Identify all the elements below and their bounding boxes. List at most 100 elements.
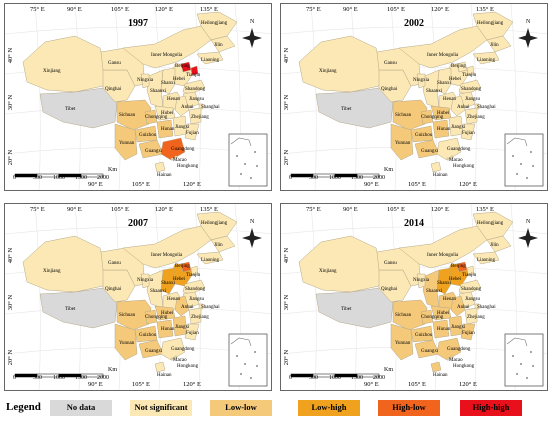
- province-label: Yunnan: [119, 141, 135, 146]
- province-hainan: [154, 161, 166, 173]
- scale-tick: 1500: [351, 375, 363, 381]
- scale-tick: 2000: [373, 375, 385, 381]
- scale-tick: 1500: [75, 175, 87, 181]
- province-ningxia: [140, 273, 150, 289]
- province-xinjiang: [298, 35, 382, 93]
- province-label: Hubei: [161, 311, 174, 316]
- province-label: Heilongjiang: [201, 221, 228, 226]
- province-label: Inner Mongolia: [151, 253, 183, 258]
- province-xinjiang: [298, 235, 382, 293]
- province-label: Guangdong: [447, 347, 471, 352]
- province-label: Jiangsu: [465, 297, 480, 302]
- legend-swatch: [210, 400, 272, 416]
- province-chongqing: [144, 309, 158, 325]
- china-map-1997: [5, 4, 271, 190]
- longitude-label: 90° E: [343, 206, 358, 213]
- province-shandong: [458, 279, 482, 295]
- province-label: Qinghai: [381, 87, 398, 92]
- province-label: Anhui: [457, 105, 470, 110]
- province-label: Liaoning: [477, 258, 496, 263]
- province-label: Jiangsu: [189, 97, 204, 102]
- province-label: Hainan: [157, 373, 172, 378]
- province-label: Guangxi: [145, 349, 163, 354]
- longitude-label-bottom: 120° E: [183, 381, 201, 388]
- province-label: Hainan: [157, 173, 172, 178]
- province-inner-mongolia: [122, 225, 212, 269]
- province-label: Jiangxi: [175, 125, 190, 130]
- province-label: Shanghai: [477, 305, 496, 310]
- scale-bar: [14, 373, 104, 378]
- province-anhui: [450, 95, 466, 117]
- province-liaoning: [472, 51, 500, 65]
- province-hunan: [432, 319, 450, 339]
- province-label: Hunan: [437, 327, 451, 332]
- longitude-label: 120° E: [155, 6, 173, 13]
- province-label: Chongqing: [145, 115, 168, 120]
- panel-year-title: 2014: [404, 218, 424, 229]
- province-label: Tianjin: [186, 273, 201, 278]
- province-label: Hubei: [161, 111, 174, 116]
- scale-tick: 2000: [373, 175, 385, 181]
- province-label: Jiangxi: [175, 325, 190, 330]
- province-macao: [170, 157, 174, 161]
- province-zhejiang: [188, 307, 202, 325]
- north-arrow-icon: [518, 28, 538, 48]
- map-panel-1997: 1997 75° E 90° E 105° E 120° E 135° E 90° E 105…: [4, 3, 272, 191]
- province-label: Hongkong: [453, 164, 475, 169]
- province-label: Sichuan: [395, 313, 412, 318]
- province-label: Ningxia: [137, 278, 154, 283]
- province-label: Shandong: [185, 287, 205, 292]
- province-hongkong: [450, 355, 454, 359]
- province-label: Shaanxi: [150, 289, 167, 294]
- longitude-label: 75° E: [306, 6, 321, 13]
- province-label: Xinjiang: [319, 269, 337, 274]
- province-yunnan: [114, 323, 138, 361]
- map-panel-2014: 2014 75° E 90° E 105° E 120° E 135° E 90° E 105…: [280, 203, 548, 391]
- province-label: Hebei: [449, 277, 461, 282]
- province-label: Liaoning: [201, 258, 220, 263]
- province-macao: [446, 157, 450, 161]
- longitude-label-bottom: 105° E: [132, 381, 150, 388]
- province-label: Guangxi: [145, 149, 163, 154]
- province-macao: [170, 357, 174, 361]
- province-label: Zhejiang: [191, 315, 209, 320]
- scale-tick: 0: [13, 375, 16, 381]
- province-liaoning: [196, 51, 224, 65]
- province-chongqing: [144, 109, 158, 125]
- longitude-label: 120° E: [431, 206, 449, 213]
- scale-unit: Km: [384, 367, 393, 373]
- longitude-label: 90° E: [67, 206, 82, 213]
- province-label: Henan: [443, 297, 457, 302]
- longitude-label: 135° E: [476, 6, 494, 13]
- province-label: Hongkong: [177, 164, 199, 169]
- province-label: Tianjin: [462, 273, 477, 278]
- province-anhui: [174, 295, 190, 317]
- province-label: Fujian: [186, 331, 199, 336]
- province-label: Hainan: [433, 373, 448, 378]
- legend-swatch: [378, 400, 440, 416]
- province-jilin: [486, 35, 512, 53]
- province-label: Shanxi: [437, 281, 451, 286]
- scale-tick: 500: [33, 175, 42, 181]
- province-label: Inner Mongolia: [427, 53, 459, 58]
- province-fujian: [184, 323, 200, 341]
- longitude-label: 90° E: [67, 6, 82, 13]
- province-label: Shanghai: [201, 105, 220, 110]
- legend-swatch: [298, 400, 360, 416]
- province-label: Chongqing: [421, 315, 444, 320]
- province-label: Hongkong: [177, 364, 199, 369]
- south-china-sea-inset: [228, 133, 268, 187]
- province-fujian: [184, 123, 200, 141]
- longitude-label: 75° E: [30, 206, 45, 213]
- province-label: Zhejiang: [467, 315, 485, 320]
- province-label: Beijing: [451, 64, 466, 69]
- longitude-label: 90° E: [343, 6, 358, 13]
- province-label: Shanxi: [161, 281, 175, 286]
- province-liaoning: [196, 251, 224, 265]
- latitude-label: 40° N: [7, 247, 15, 264]
- province-inner-mongolia: [398, 25, 488, 69]
- legend-item: High-low: [378, 400, 440, 416]
- scale-unit: Km: [108, 167, 117, 173]
- province-hunan: [432, 119, 450, 139]
- province-label: Sichuan: [119, 313, 136, 318]
